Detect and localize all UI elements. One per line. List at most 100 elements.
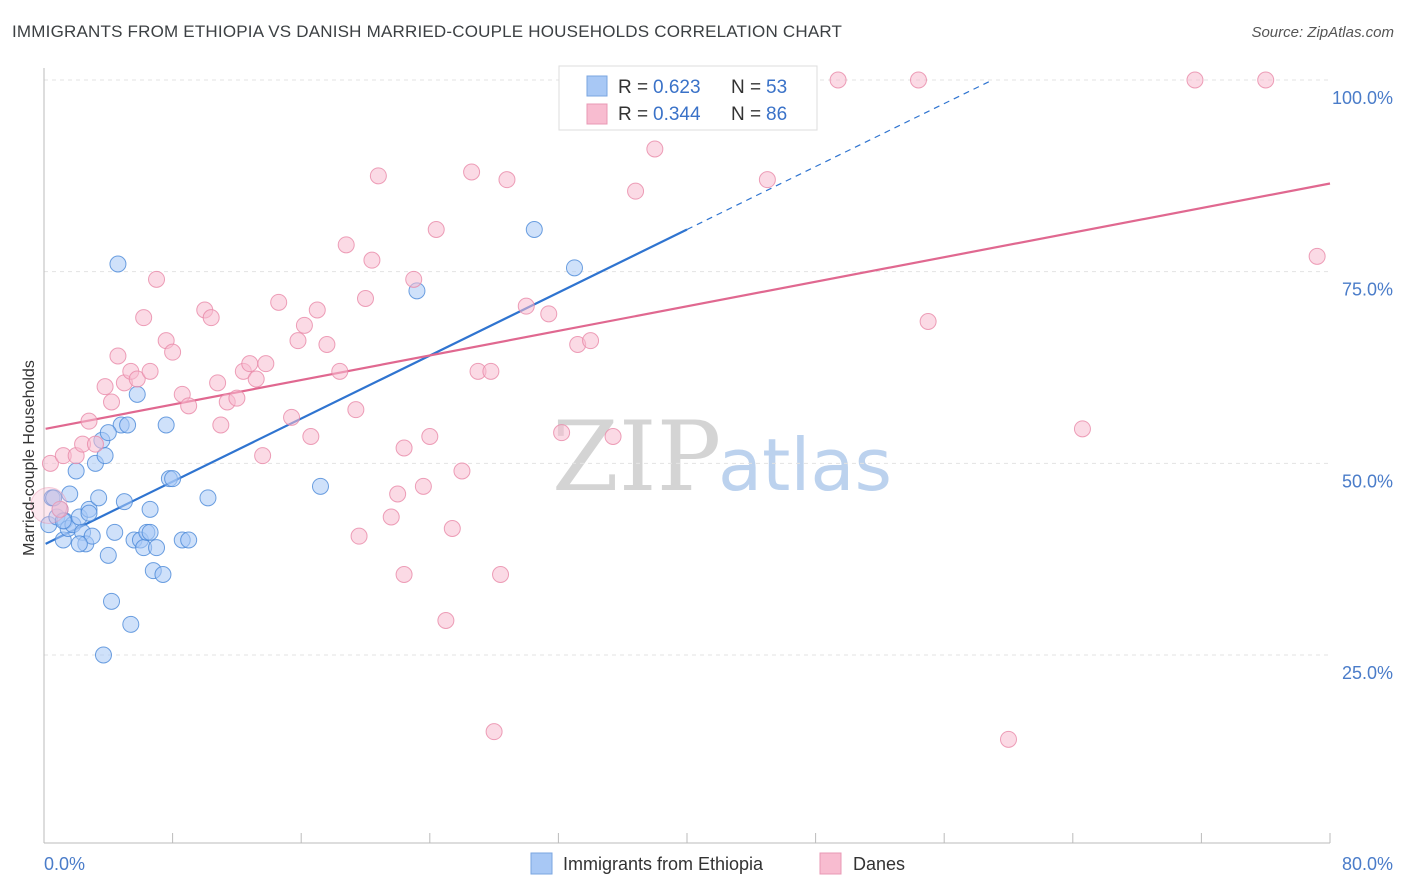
ethiopia-point-35 bbox=[154, 566, 172, 583]
ethiopia-point-52 bbox=[70, 535, 88, 553]
danes-point-80 bbox=[1308, 247, 1326, 265]
danes-point-64 bbox=[604, 428, 622, 445]
legend-swatch-danes bbox=[819, 852, 842, 875]
danes-point-50 bbox=[437, 612, 455, 629]
danes-point-79 bbox=[1257, 71, 1275, 89]
danes-point-40 bbox=[357, 290, 374, 307]
ethiopia-point-20 bbox=[103, 592, 121, 610]
danes-point-85 bbox=[395, 566, 413, 583]
danes-point-75 bbox=[919, 313, 937, 330]
ethiopia-point-32 bbox=[141, 500, 159, 518]
danes-point-76 bbox=[1000, 730, 1017, 748]
ethiopia-point-14 bbox=[83, 527, 101, 545]
danes-point-53 bbox=[463, 163, 481, 181]
danes-point-36 bbox=[318, 336, 336, 353]
ethiopia-point-50 bbox=[99, 424, 117, 442]
danes-point-30 bbox=[270, 293, 288, 311]
danes-point-34 bbox=[302, 428, 320, 445]
danes-point-31 bbox=[283, 408, 301, 426]
danes-point-13 bbox=[135, 309, 153, 327]
danes-point-32 bbox=[289, 332, 307, 350]
ethiopia-point-26 bbox=[122, 615, 140, 633]
danes-point-23 bbox=[212, 416, 230, 434]
danes-point-1 bbox=[51, 500, 69, 518]
danes-point-52 bbox=[453, 462, 471, 480]
danes-point-6 bbox=[86, 435, 104, 453]
trend-lines bbox=[45, 79, 1331, 545]
danes-point-60 bbox=[553, 424, 571, 442]
danes-point-74 bbox=[909, 71, 927, 89]
danes-point-5 bbox=[80, 412, 98, 430]
legend-label-ethiopia: Immigrants from Ethiopia bbox=[563, 854, 764, 874]
legend-top-r-value-1: 0.623 bbox=[653, 77, 701, 98]
ethiopia-point-24 bbox=[115, 493, 133, 511]
tick-labels: 25.0% 50.0% 75.0% 100.0% 0.0% 80.0% bbox=[44, 88, 1393, 874]
danes-point-83 bbox=[485, 723, 503, 741]
watermark-atlas: atlas bbox=[718, 423, 892, 507]
danes-point-25 bbox=[228, 389, 246, 407]
danes-point-49 bbox=[427, 221, 445, 238]
legend-top: R = 0.623 N = 53 R = 0.344 N = 86 bbox=[558, 65, 818, 131]
ethiopia-point-34 bbox=[148, 539, 166, 557]
legend-top-r-label-1: R = bbox=[618, 77, 648, 98]
danes-point-22 bbox=[209, 374, 227, 392]
ethiopia-point-40 bbox=[180, 531, 198, 549]
danes-point-15 bbox=[148, 270, 166, 288]
ethiopia-trend-extension bbox=[686, 79, 993, 231]
ethiopia-point-18 bbox=[96, 447, 114, 465]
danes-point-7 bbox=[96, 378, 114, 396]
danes-point-78 bbox=[1186, 71, 1204, 89]
danes-point-21 bbox=[202, 309, 220, 327]
ethiopia-trend-line bbox=[45, 228, 688, 545]
danes-point-57 bbox=[498, 171, 516, 189]
danes-point-12 bbox=[128, 370, 146, 388]
source-label: Source: ZipAtlas.com bbox=[1251, 24, 1394, 41]
danes-point-46 bbox=[405, 270, 423, 288]
ethiopia-point-46 bbox=[94, 646, 112, 664]
danes-point-9 bbox=[109, 347, 127, 365]
data-points bbox=[30, 71, 1326, 748]
ethiopia-point-42 bbox=[311, 477, 329, 495]
legend-top-n-value-2: 86 bbox=[766, 104, 787, 125]
ethiopia-point-19 bbox=[99, 546, 117, 564]
ethiopia-point-38 bbox=[164, 470, 182, 488]
legend-top-n-label-1: N = bbox=[731, 77, 761, 98]
legend-label-danes: Danes bbox=[853, 854, 905, 874]
danes-point-62 bbox=[582, 332, 600, 350]
ethiopia-point-47 bbox=[80, 504, 98, 522]
ethiopia-point-45 bbox=[565, 259, 583, 277]
ethiopia-point-44 bbox=[525, 221, 543, 238]
danes-point-59 bbox=[540, 305, 558, 323]
y-tick-label-0: 25.0% bbox=[1342, 663, 1393, 683]
danes-point-39 bbox=[347, 401, 365, 419]
ethiopia-point-28 bbox=[128, 385, 146, 403]
danes-point-44 bbox=[389, 485, 407, 503]
ethiopia-point-7 bbox=[61, 485, 79, 503]
watermark-zip: ZIP bbox=[552, 401, 721, 513]
danes-point-38 bbox=[337, 236, 355, 254]
ethiopia-point-16 bbox=[90, 489, 108, 507]
ethiopia-point-41 bbox=[199, 489, 217, 507]
danes-point-55 bbox=[482, 362, 500, 380]
danes-point-51 bbox=[443, 520, 461, 537]
ethiopia-point-9 bbox=[67, 462, 85, 480]
x-tick-label-1: 80.0% bbox=[1342, 854, 1393, 874]
danes-point-56 bbox=[492, 566, 510, 583]
y-tick-label-1: 50.0% bbox=[1342, 471, 1393, 491]
danes-point-66 bbox=[627, 182, 645, 200]
danes-point-73 bbox=[829, 71, 847, 89]
danes-point-84 bbox=[254, 447, 272, 465]
danes-point-82 bbox=[350, 527, 368, 545]
legend-bottom: Immigrants from Ethiopia Danes bbox=[530, 852, 905, 875]
chart-title: IMMIGRANTS FROM ETHIOPIA VS DANISH MARRI… bbox=[12, 22, 843, 41]
danes-point-43 bbox=[382, 508, 400, 526]
y-axis-label: Married-couple Households bbox=[21, 360, 38, 556]
danes-point-17 bbox=[164, 343, 182, 361]
ethiopia-point-21 bbox=[106, 523, 124, 541]
danes-point-14 bbox=[141, 362, 159, 380]
danes-point-42 bbox=[369, 167, 387, 185]
danes-point-33 bbox=[295, 316, 313, 334]
danes-point-47 bbox=[414, 477, 432, 495]
danes-point-77 bbox=[1073, 420, 1091, 438]
